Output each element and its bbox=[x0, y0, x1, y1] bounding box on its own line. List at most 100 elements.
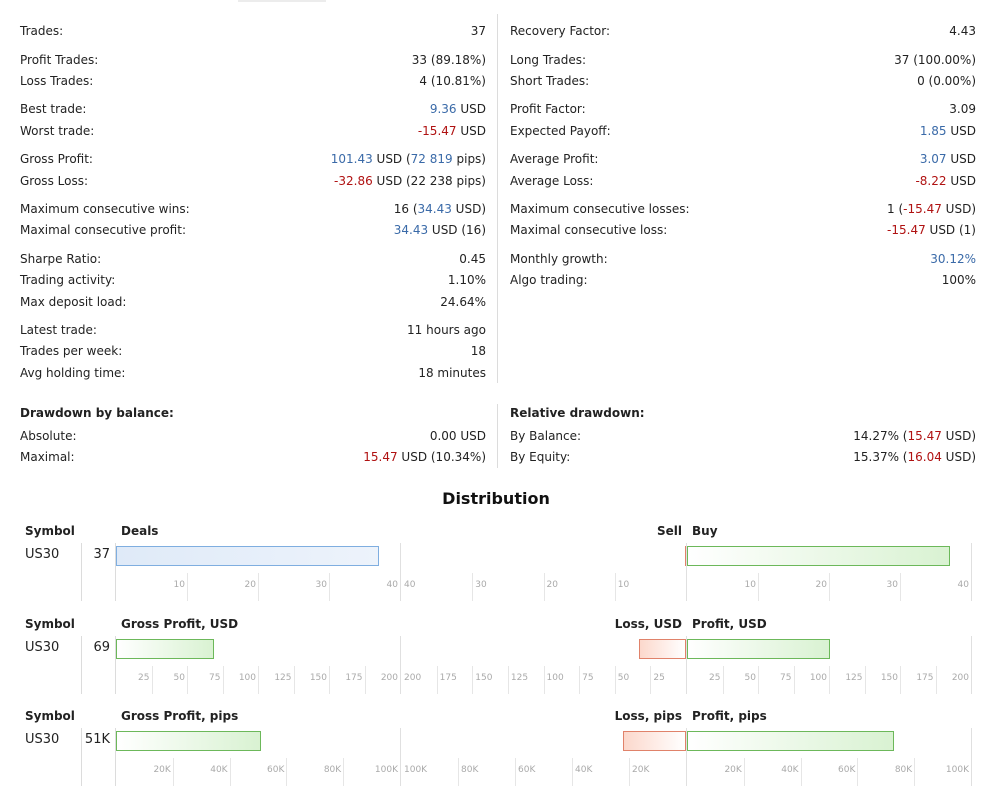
tick-label: 50 bbox=[744, 673, 756, 683]
tick-label: 20 bbox=[546, 580, 558, 590]
stat-label: Maximum consecutive losses: bbox=[510, 202, 690, 216]
stat-label: Trades per week: bbox=[20, 344, 123, 358]
tick-label: 60K bbox=[267, 765, 285, 775]
stat-value: 3.09 bbox=[949, 102, 976, 116]
axis-line bbox=[400, 728, 401, 786]
axis-line bbox=[81, 636, 82, 694]
stat-label: Monthly growth: bbox=[510, 252, 608, 266]
stat-value-part: 34.43 bbox=[393, 223, 429, 237]
grid-line bbox=[286, 758, 288, 786]
grid-line bbox=[579, 666, 581, 694]
grid-line bbox=[758, 666, 759, 694]
axis-line bbox=[81, 728, 82, 786]
stat-value: 37 bbox=[470, 24, 486, 38]
stat-label: Best trade: bbox=[20, 102, 87, 116]
grid-line bbox=[743, 758, 745, 786]
stat-value-part: 16.04 bbox=[907, 450, 942, 464]
axis-line bbox=[81, 543, 82, 601]
symbol-header: Symbol bbox=[25, 524, 75, 538]
chart-title: Gross Profit, USD bbox=[121, 617, 239, 631]
grid-line bbox=[614, 666, 616, 694]
stat-value-part: USD (10.34%) bbox=[397, 450, 486, 464]
negative-bar bbox=[685, 546, 686, 566]
grid-line bbox=[172, 758, 174, 786]
grid-line bbox=[151, 666, 153, 694]
stat-value: 30.12% bbox=[930, 252, 976, 266]
grid-line bbox=[629, 758, 630, 786]
stat-label: Expected Payoff: bbox=[510, 124, 611, 138]
stat-value: 18 bbox=[470, 344, 486, 358]
stat-value: 33 (89.18%) bbox=[411, 53, 486, 67]
tick-label: 100K bbox=[945, 765, 969, 775]
grid-line bbox=[507, 666, 509, 694]
stat-value: 14.27% (15.47 USD) bbox=[853, 428, 976, 444]
tick-label: 100K bbox=[404, 765, 428, 775]
stat-label: Loss Trades: bbox=[20, 74, 94, 88]
grid-line bbox=[187, 573, 188, 601]
positive-series-title: Profit, pips bbox=[692, 709, 767, 723]
stat-value: 1.10% bbox=[447, 273, 486, 287]
grid-line bbox=[515, 758, 516, 786]
drawdown-column-divider bbox=[497, 404, 498, 468]
tick-label: 80K bbox=[323, 765, 342, 775]
stat-value: 100% bbox=[941, 273, 976, 287]
stat-value-part: 34.43 bbox=[417, 202, 452, 216]
tick-label: 50 bbox=[173, 673, 185, 683]
stat-value: -8.22 USD bbox=[915, 173, 976, 189]
grid-line bbox=[364, 666, 366, 694]
distribution-title: Distribution bbox=[442, 489, 550, 508]
tick-label: 20 bbox=[815, 580, 827, 590]
grid-line bbox=[543, 666, 545, 694]
grid-line bbox=[829, 573, 830, 601]
stat-value-part: USD) bbox=[451, 202, 486, 216]
stat-value-part: 72 819 bbox=[410, 152, 453, 166]
stat-value: 18 minutes bbox=[418, 366, 486, 380]
tick-label: 60K bbox=[838, 765, 856, 775]
grid-line bbox=[935, 666, 937, 694]
axis-line bbox=[686, 636, 687, 694]
stat-value-part: -32.86 bbox=[334, 174, 373, 188]
grid-line bbox=[543, 573, 545, 601]
tick-label: 125 bbox=[845, 673, 863, 683]
grid-line bbox=[864, 666, 866, 694]
chart-title: Deals bbox=[121, 524, 159, 538]
stat-label: Sharpe Ratio: bbox=[20, 252, 102, 266]
tick-label: 150 bbox=[475, 673, 493, 683]
stat-value-part: USD bbox=[456, 102, 486, 116]
tick-label: 10 bbox=[173, 580, 185, 590]
tick-label: 20K bbox=[153, 765, 171, 775]
stat-value: 3.07 USD bbox=[920, 151, 976, 167]
stat-label: By Equity: bbox=[510, 450, 571, 464]
stat-value: 11 hours ago bbox=[407, 323, 486, 337]
stat-label: Average Loss: bbox=[510, 174, 594, 188]
tick-label: 40 bbox=[404, 580, 416, 590]
grid-line bbox=[329, 573, 330, 601]
grid-line bbox=[900, 573, 901, 601]
stat-value-part: 101.43 bbox=[330, 152, 373, 166]
tick-label: 20 bbox=[244, 580, 256, 590]
stat-label: Average Profit: bbox=[510, 152, 599, 166]
grid-line bbox=[650, 666, 652, 694]
tick-label: 100 bbox=[546, 673, 564, 683]
stat-value-part: USD) bbox=[941, 202, 976, 216]
main-bar bbox=[116, 731, 261, 751]
stat-value-part: 3.07 bbox=[919, 152, 947, 166]
stat-label: Algo trading: bbox=[510, 273, 588, 287]
tick-label: 80K bbox=[894, 765, 913, 775]
stat-value: -15.47 USD (1) bbox=[887, 222, 976, 238]
tick-label: 40 bbox=[386, 580, 398, 590]
stat-value-part: 15.47 bbox=[907, 429, 942, 443]
symbol-total: 69 bbox=[93, 640, 110, 655]
tick-label: 30 bbox=[886, 580, 898, 590]
stat-value-part: USD ( bbox=[372, 152, 411, 166]
stat-value: -32.86 USD (22 238 pips) bbox=[334, 173, 486, 189]
axis-line bbox=[400, 636, 401, 694]
stat-value: 15.37% (16.04 USD) bbox=[853, 449, 976, 465]
positive-series-title: Buy bbox=[692, 524, 718, 538]
tick-label: 40K bbox=[210, 765, 228, 775]
tick-label: 100 bbox=[238, 673, 256, 683]
stat-label: Short Trades: bbox=[510, 74, 590, 88]
stat-label: Latest trade: bbox=[20, 323, 97, 337]
stat-value-part: pips) bbox=[452, 152, 486, 166]
axis-line bbox=[971, 728, 972, 786]
